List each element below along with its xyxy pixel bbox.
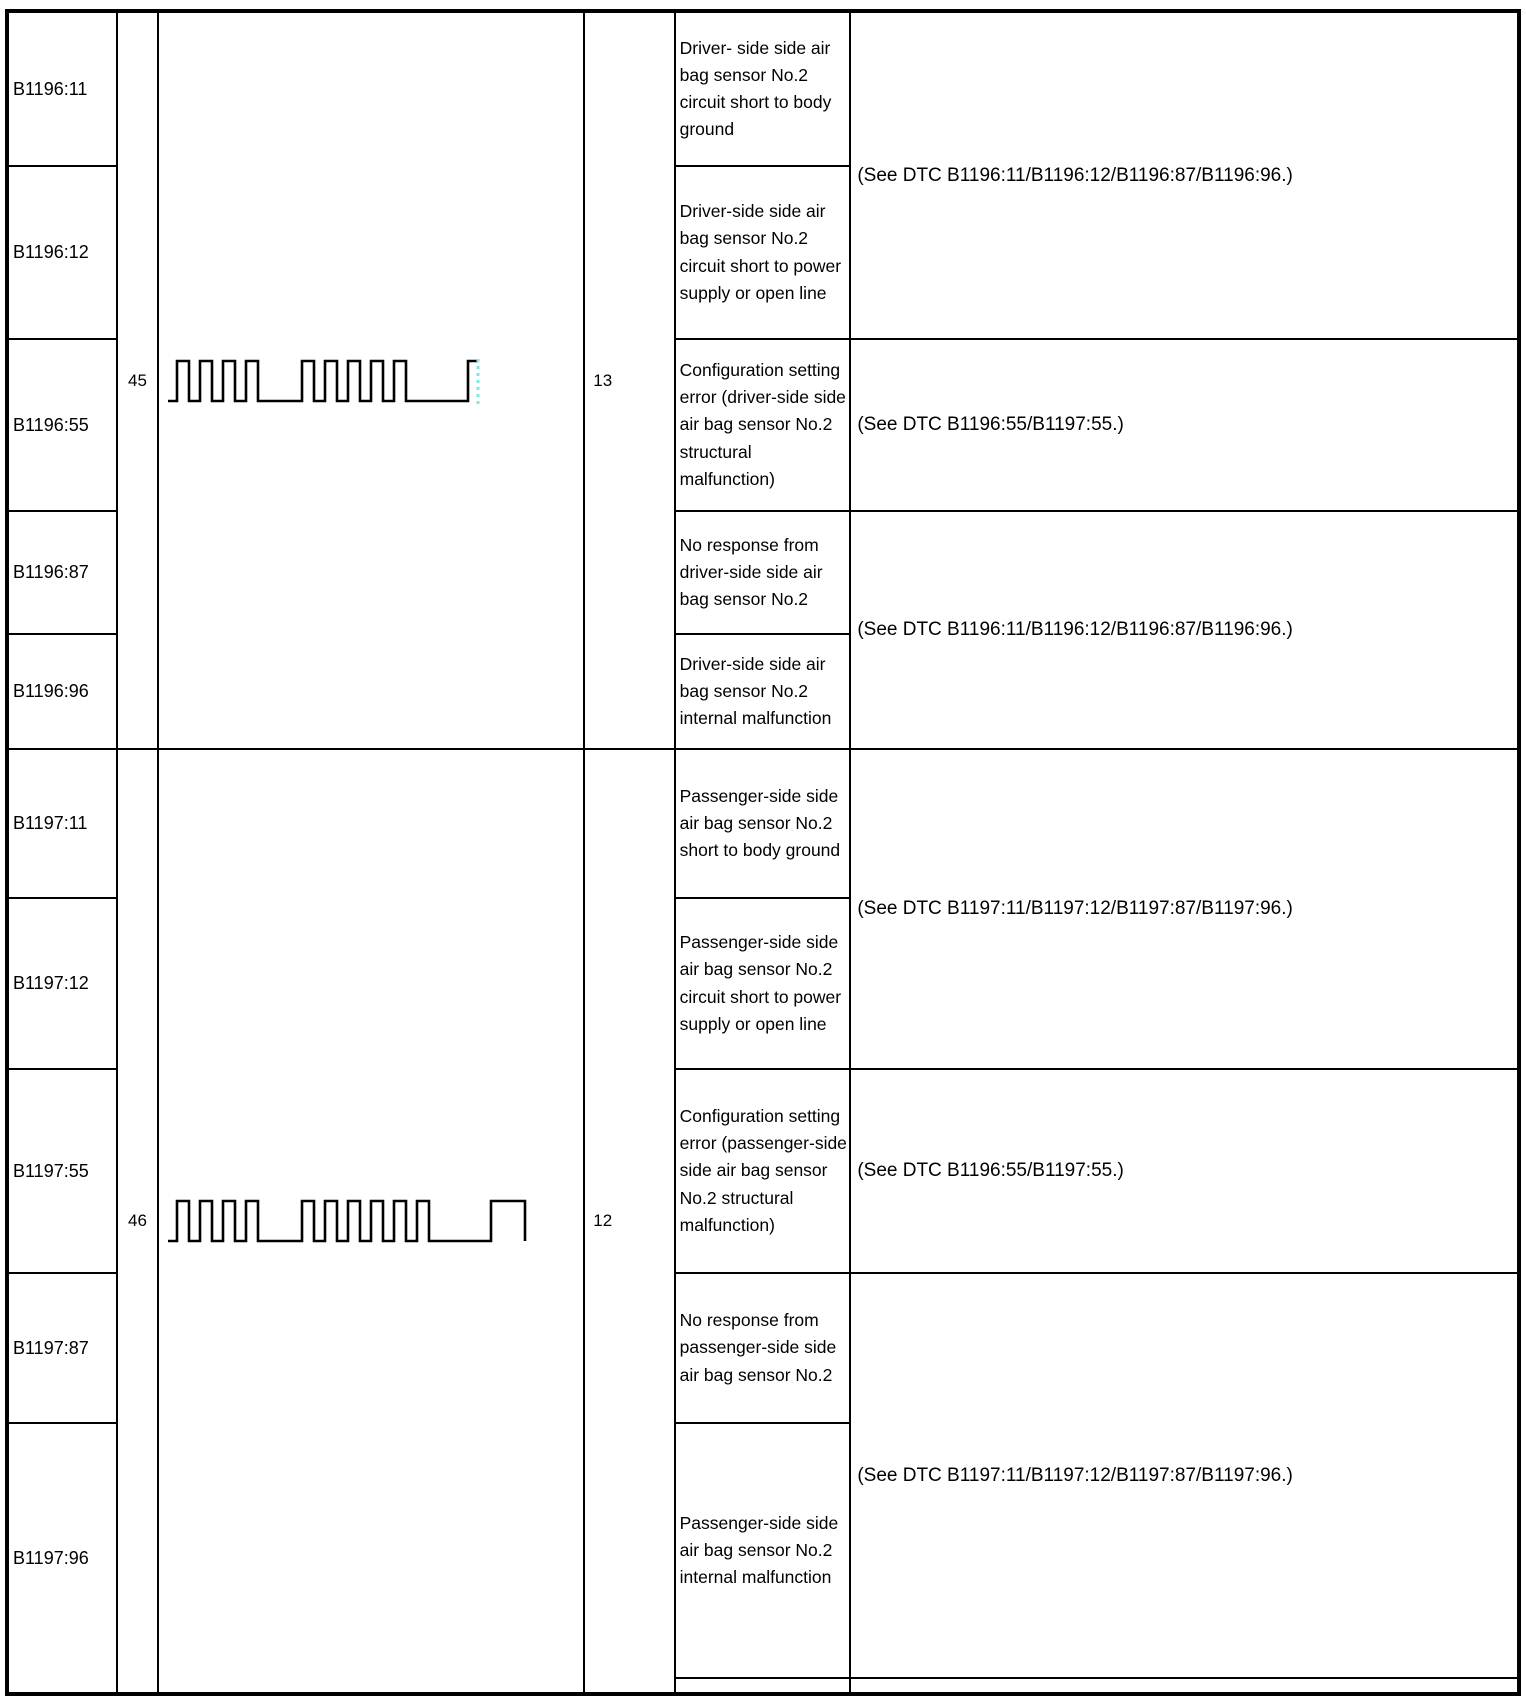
- waveform-cell: [156, 748, 586, 1695]
- count-cell: 13: [583, 10, 676, 750]
- spacer-cell: [849, 1677, 1520, 1695]
- waveform-cell: [156, 10, 586, 750]
- description-cell: Driver-side side air bag sensor No.2 int…: [673, 633, 852, 750]
- reference-cell: (See DTC B1196:55/B1197:55.): [849, 338, 1520, 512]
- description-cell: Driver-side side air bag sensor No.2 cir…: [673, 165, 852, 340]
- description-cell: Passenger-side side air bag sensor No.2 …: [673, 897, 852, 1070]
- flash-code-cell: 45: [116, 10, 159, 750]
- dtc-cell: B1197:12: [5, 897, 119, 1070]
- dtc-table: B1196:11 45 13 Driver- side side air bag…: [5, 9, 1521, 1696]
- spacer-cell: [673, 1677, 852, 1695]
- reference-cell: (See DTC B1197:11/B1197:12/B1197:87/B119…: [849, 1272, 1520, 1679]
- description-cell: Passenger-side side air bag sensor No.2 …: [673, 748, 852, 899]
- description-cell: No response from driver-side side air ba…: [673, 510, 852, 635]
- reference-cell: (See DTC B1196:11/B1196:12/B1196:87/B119…: [849, 10, 1520, 340]
- dtc-cell: B1197:87: [5, 1272, 119, 1424]
- description-cell: Driver- side side air bag sensor No.2 ci…: [673, 10, 852, 167]
- dtc-cell: B1196:55: [5, 338, 119, 512]
- dtc-cell: B1197:11: [5, 748, 119, 899]
- reference-cell: (See DTC B1197:11/B1197:12/B1197:87/B119…: [849, 748, 1520, 1070]
- dtc-cell: B1196:11: [5, 10, 119, 167]
- description-cell: Configuration setting error (driver-side…: [673, 338, 852, 512]
- description-cell: Passenger-side side air bag sensor No.2 …: [673, 1422, 852, 1679]
- reference-cell: (See DTC B1196:11/B1196:12/B1196:87/B119…: [849, 510, 1520, 750]
- dtc-cell: B1197:55: [5, 1068, 119, 1274]
- dtc-cell: B1197:96: [5, 1422, 119, 1695]
- flash-pattern-waveform: [167, 358, 480, 405]
- dtc-cell: B1196:87: [5, 510, 119, 635]
- dtc-cell: B1196:12: [5, 165, 119, 340]
- dtc-cell: B1196:96: [5, 633, 119, 750]
- flash-pattern-waveform: [167, 1199, 526, 1243]
- description-cell: No response from passenger-side side air…: [673, 1272, 852, 1424]
- flash-code-cell: 46: [116, 748, 159, 1695]
- description-cell: Configuration setting error (passenger-s…: [673, 1068, 852, 1274]
- reference-cell: (See DTC B1196:55/B1197:55.): [849, 1068, 1520, 1274]
- count-cell: 12: [583, 748, 676, 1695]
